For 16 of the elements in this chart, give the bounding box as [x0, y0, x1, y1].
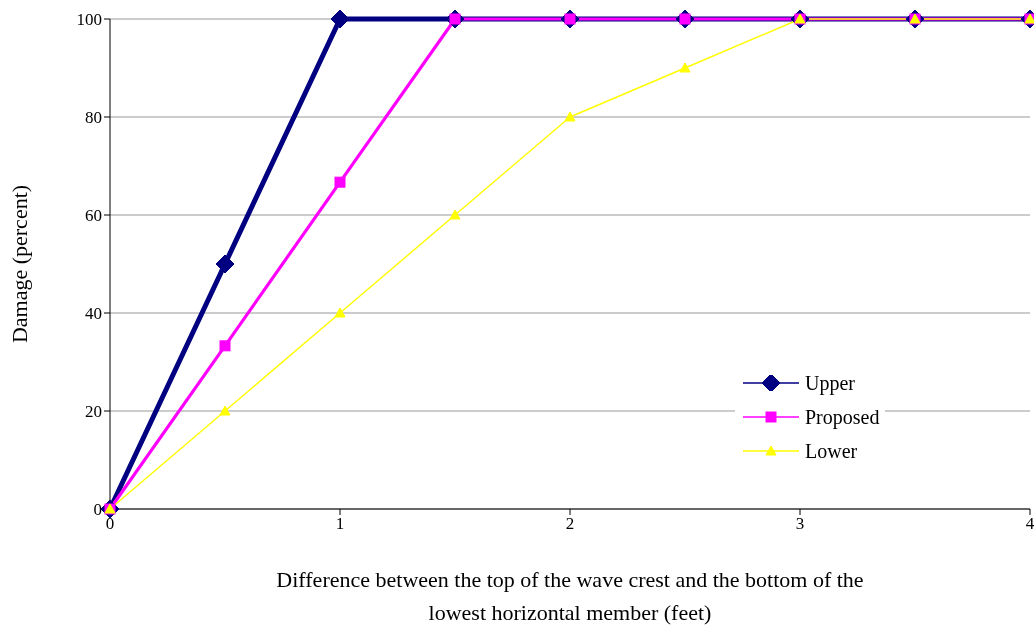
x-tick-label: 1 — [335, 514, 345, 534]
y-tick-label: 60 — [85, 206, 102, 226]
x-tick-label: 3 — [795, 514, 805, 534]
y-tick-label: 100 — [76, 10, 102, 30]
legend-label: Proposed — [805, 405, 880, 429]
x-tick-label: 4 — [1025, 514, 1034, 534]
y-tick-label: 80 — [85, 108, 102, 128]
x-axis-title: Difference between the top of the wave crest and the bottom of the lowest horizontal member (feet) — [275, 566, 865, 627]
legend-label: Lower — [805, 439, 858, 463]
y-tick-label: 40 — [85, 304, 102, 324]
x-tick-label: 0 — [105, 514, 115, 534]
y-tick-label: 0 — [93, 500, 102, 520]
y-axis-title: Damage (percent) — [6, 184, 32, 344]
x-tick-label: 2 — [565, 514, 575, 534]
y-tick-label: 20 — [85, 402, 102, 422]
legend-label: Upper — [805, 371, 855, 395]
